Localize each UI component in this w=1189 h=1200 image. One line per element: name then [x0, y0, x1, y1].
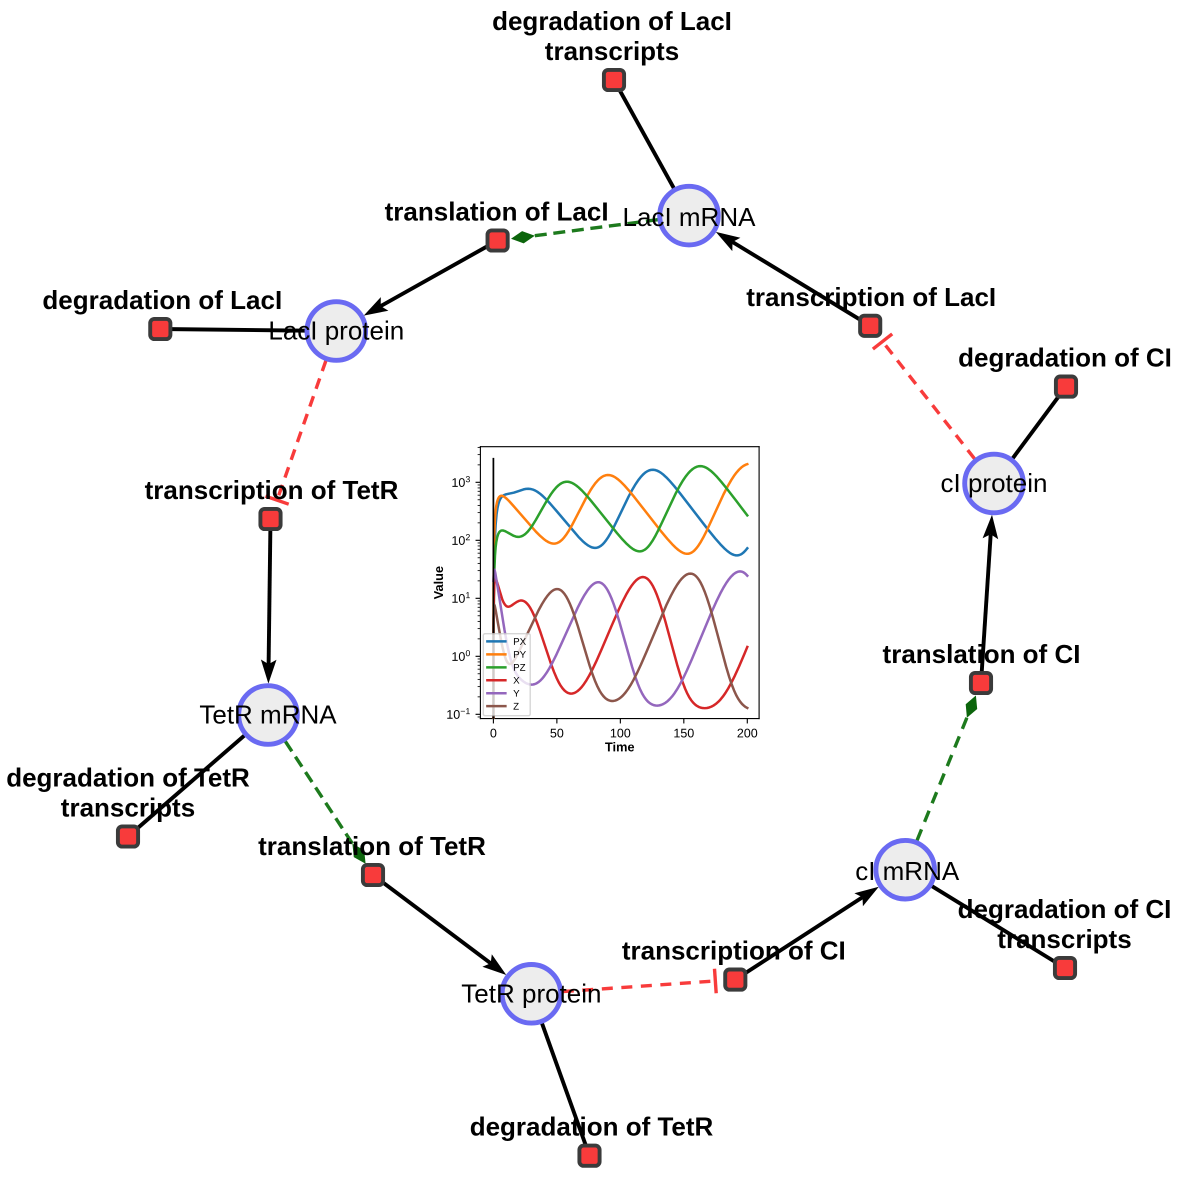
- svg-text:degradation of LacI: degradation of LacI: [492, 6, 732, 36]
- svg-text:degradation of TetR: degradation of TetR: [470, 1112, 714, 1142]
- svg-text:transcription of LacI: transcription of LacI: [746, 282, 996, 312]
- svg-text:translation of LacI: translation of LacI: [385, 197, 609, 227]
- svg-text:transcripts: transcripts: [61, 793, 195, 823]
- svg-text:transcription of TetR: transcription of TetR: [145, 475, 399, 505]
- svg-text:transcription of CI: transcription of CI: [622, 936, 846, 966]
- svg-text:TetR mRNA: TetR mRNA: [199, 700, 337, 730]
- svg-text:cI mRNA: cI mRNA: [855, 856, 960, 886]
- svg-text:degradation of TetR: degradation of TetR: [6, 763, 250, 793]
- svg-text:degradation of LacI: degradation of LacI: [42, 285, 282, 315]
- svg-text:TetR protein: TetR protein: [461, 979, 601, 1009]
- svg-text:cI protein: cI protein: [941, 468, 1048, 498]
- svg-text:degradation of CI: degradation of CI: [958, 894, 1172, 924]
- svg-text:LacI mRNA: LacI mRNA: [623, 202, 757, 232]
- svg-text:LacI protein: LacI protein: [268, 316, 404, 346]
- svg-text:transcripts: transcripts: [997, 924, 1131, 954]
- svg-text:translation of CI: translation of CI: [883, 639, 1081, 669]
- svg-text:degradation of CI: degradation of CI: [958, 343, 1172, 373]
- svg-text:translation of TetR: translation of TetR: [258, 831, 486, 861]
- svg-text:transcripts: transcripts: [545, 36, 679, 66]
